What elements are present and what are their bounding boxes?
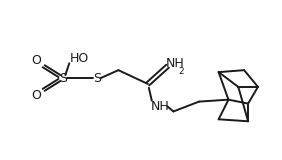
Text: 2: 2 — [179, 67, 184, 76]
Text: HO: HO — [69, 52, 89, 65]
Text: NH: NH — [150, 100, 169, 113]
Text: O: O — [31, 89, 41, 102]
Text: S: S — [93, 72, 101, 84]
Text: NH: NH — [166, 57, 185, 70]
Text: O: O — [31, 54, 41, 67]
Text: S: S — [60, 72, 67, 84]
